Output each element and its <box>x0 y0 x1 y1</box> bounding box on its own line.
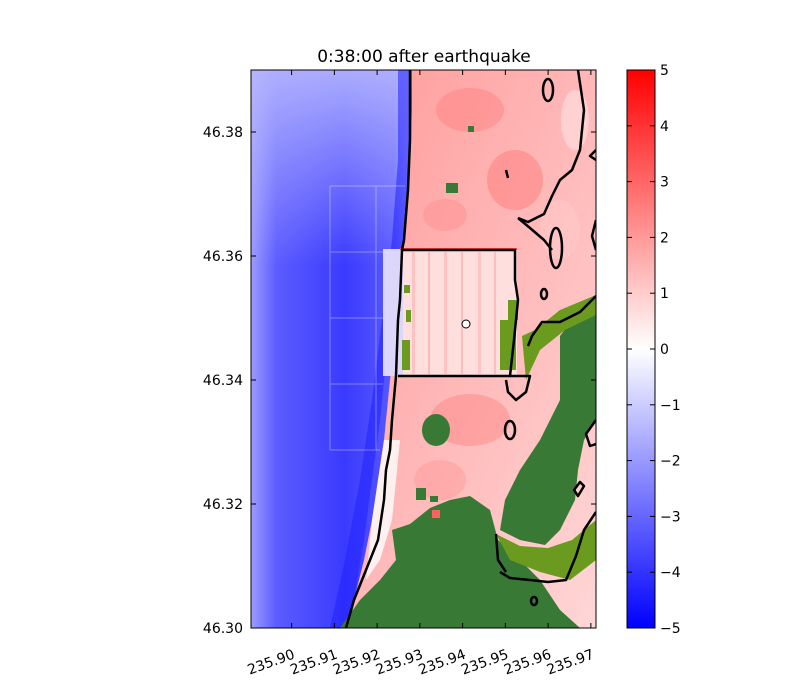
plot-frame <box>250 69 597 629</box>
map-area <box>251 70 596 628</box>
y-tick-label: 46.34 <box>203 373 243 389</box>
inundation-patch <box>430 394 510 446</box>
chart-title: 0:38:00 after earthquake <box>317 47 531 67</box>
contour-lines <box>344 70 596 628</box>
gauge-marker <box>461 319 471 329</box>
dry-land-lightgreen <box>522 295 596 380</box>
east-notch-contour-2 <box>588 149 596 162</box>
closed-contour <box>539 287 549 301</box>
closed-contour <box>548 226 564 270</box>
colorbar-tick-label: −4 <box>660 565 681 581</box>
y-tick-label: 46.32 <box>203 497 243 513</box>
inundation-patch <box>487 150 543 210</box>
colorbar-tick-label: −5 <box>660 621 681 637</box>
south-coast-contour <box>494 533 508 573</box>
dry-land-south <box>340 496 580 628</box>
colorbar-tick-label: −1 <box>660 398 681 414</box>
y-tick-label: 46.30 <box>203 621 243 637</box>
nearshore-depression <box>330 70 418 628</box>
dry-land-east <box>500 300 596 545</box>
inland-contour <box>504 374 532 402</box>
east-lower-contour <box>526 295 596 347</box>
red-speck <box>432 510 440 518</box>
inundation-patch <box>423 199 467 231</box>
dry-land-specks <box>416 126 474 502</box>
refined-grid-stripes <box>412 252 496 374</box>
colorbar-tick-label: 4 <box>660 119 669 135</box>
dry-land-island <box>422 414 450 446</box>
east-contour <box>517 70 586 224</box>
small-contour <box>504 169 510 179</box>
outer-grid-lines <box>329 185 405 451</box>
colorbar-ticks: 5 4 3 2 1 0 −1 −2 −3 −4 −5 <box>627 63 681 637</box>
southeast-contour <box>499 511 596 584</box>
colorbar: 5 4 3 2 1 0 −1 −2 −3 −4 −5 <box>626 63 681 637</box>
colorbar-tick-label: −3 <box>660 509 681 525</box>
inundation-patch <box>436 88 504 132</box>
east-notch-contour <box>584 419 596 448</box>
y-tick-label: 46.36 <box>203 249 243 265</box>
inundation-patch <box>414 460 466 500</box>
east-notch-contour-3 <box>590 219 596 251</box>
colorbar-tick-label: 1 <box>660 286 669 302</box>
southeast-contour-2 <box>572 480 586 498</box>
y-axis: 46.30 46.32 46.34 46.36 46.38 <box>203 125 596 637</box>
y-tick-label: 46.38 <box>203 125 243 141</box>
colorbar-tick-label: 2 <box>660 230 669 246</box>
colorbar-tick-label: 5 <box>660 63 669 79</box>
x-tick-label: 235.97 <box>545 647 597 679</box>
colorbar-tick-label: −2 <box>660 454 681 470</box>
colorbar-tick-label: 0 <box>660 342 669 358</box>
east-contour-2 <box>517 217 553 251</box>
closed-contour <box>541 77 555 103</box>
inundation-patch <box>561 90 589 150</box>
closed-contour <box>503 419 517 441</box>
colorbar-tick-label: 3 <box>660 175 669 191</box>
shoreline-contour <box>344 70 412 628</box>
closed-contour <box>529 595 539 607</box>
